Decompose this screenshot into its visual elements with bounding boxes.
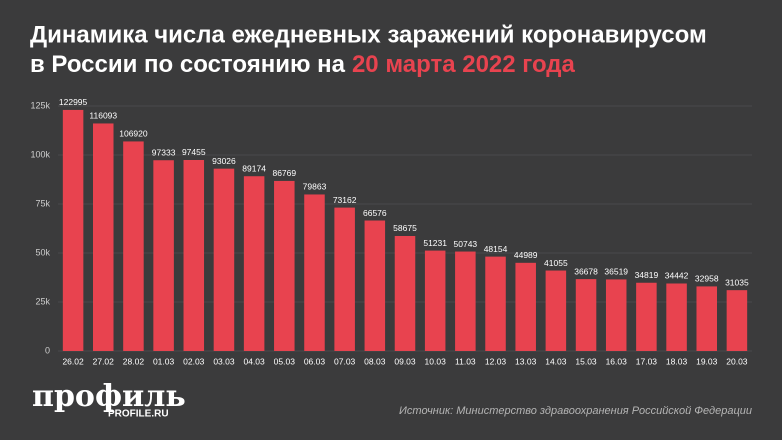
x-tick-label: 09.03	[394, 356, 416, 366]
value-label: 36519	[604, 267, 628, 277]
bar	[515, 262, 536, 351]
bar	[394, 235, 416, 351]
x-tick-label: 12.03	[485, 356, 507, 366]
bar	[364, 220, 386, 351]
x-tick-label: 04.03	[243, 356, 265, 366]
value-label: 79863	[303, 182, 327, 192]
x-tick-label: 14.03	[545, 356, 567, 366]
value-label: 34819	[635, 270, 659, 280]
value-label: 97455	[182, 147, 206, 157]
bar	[183, 159, 205, 351]
bar	[153, 160, 174, 351]
subtitle-highlight: 20 марта 2022 года	[352, 51, 576, 78]
logo: профиль	[32, 379, 186, 414]
value-label: 106920	[119, 129, 148, 139]
value-label: 122995	[59, 97, 88, 107]
value-label: 97333	[152, 147, 176, 157]
bar	[696, 286, 717, 351]
subtitle-text: в России по состоянию на	[30, 51, 346, 78]
bar	[274, 180, 295, 351]
bar	[334, 207, 355, 351]
x-tick-label: 01.03	[153, 356, 175, 366]
value-label: 41055	[544, 258, 568, 268]
x-tick-label: 11.03	[455, 356, 476, 366]
bar	[605, 279, 627, 351]
bar	[726, 290, 748, 351]
y-tick-label: 125k	[30, 100, 50, 110]
value-label: 32958	[695, 274, 719, 284]
chart-subtitle: в России по состоянию на 20 марта 2022 го…	[30, 51, 576, 78]
x-tick-label: 16.03	[606, 356, 628, 366]
value-label: 86769	[272, 168, 296, 178]
x-tick-label: 28.02	[123, 356, 145, 366]
x-tick-label: 06.03	[304, 356, 326, 366]
x-tick-label: 08.03	[364, 356, 386, 366]
x-tick-label: 15.03	[575, 356, 597, 366]
x-tick-label: 02.03	[183, 356, 205, 366]
y-tick-label: 75k	[35, 198, 50, 208]
value-label: 51231	[423, 238, 447, 248]
value-label: 89174	[242, 163, 266, 173]
x-tick-label: 17.03	[636, 356, 658, 366]
value-label: 36678	[574, 266, 598, 276]
x-tick-label: 18.03	[666, 356, 688, 366]
x-tick-label: 10.03	[425, 356, 447, 366]
value-label: 31035	[725, 277, 749, 287]
value-label: 50743	[454, 239, 478, 249]
x-tick-label: 07.03	[334, 356, 356, 366]
bar	[545, 270, 567, 351]
y-tick-label: 50k	[35, 247, 50, 257]
bar	[123, 141, 144, 351]
value-label: 93026	[212, 156, 236, 166]
value-label: 116093	[89, 111, 117, 121]
bar	[93, 123, 114, 351]
bar	[575, 279, 597, 351]
x-tick-label: 19.03	[696, 356, 718, 366]
value-label: 58675	[393, 223, 417, 233]
y-tick-label: 100k	[30, 149, 50, 159]
x-tick-label: 20.03	[726, 356, 748, 366]
x-tick-label: 26.02	[62, 356, 84, 366]
chart-title: Динамика числа ежедневных заражений коро…	[30, 21, 707, 48]
bar	[62, 109, 84, 351]
value-label: 48154	[484, 244, 508, 254]
x-tick-label: 13.03	[515, 356, 537, 366]
value-label: 44989	[514, 250, 538, 260]
value-label: 34442	[665, 271, 689, 281]
y-tick-label: 25k	[35, 296, 50, 306]
bar	[213, 168, 235, 351]
bar	[636, 282, 657, 351]
y-tick-label: 0	[45, 345, 50, 355]
x-tick-label: 27.02	[93, 356, 115, 366]
bar	[666, 283, 687, 351]
value-label: 73162	[333, 195, 357, 205]
value-label: 66576	[363, 208, 387, 218]
bar	[424, 250, 446, 351]
x-tick-label: 05.03	[274, 356, 296, 366]
bar	[455, 251, 476, 351]
source: Источник: Министерство здравоохранения Р…	[399, 405, 752, 417]
bar	[243, 176, 265, 351]
x-tick-label: 03.03	[213, 356, 235, 366]
bar	[304, 194, 325, 351]
logo-site: PROFILE.RU	[108, 409, 169, 420]
bar	[485, 256, 506, 351]
